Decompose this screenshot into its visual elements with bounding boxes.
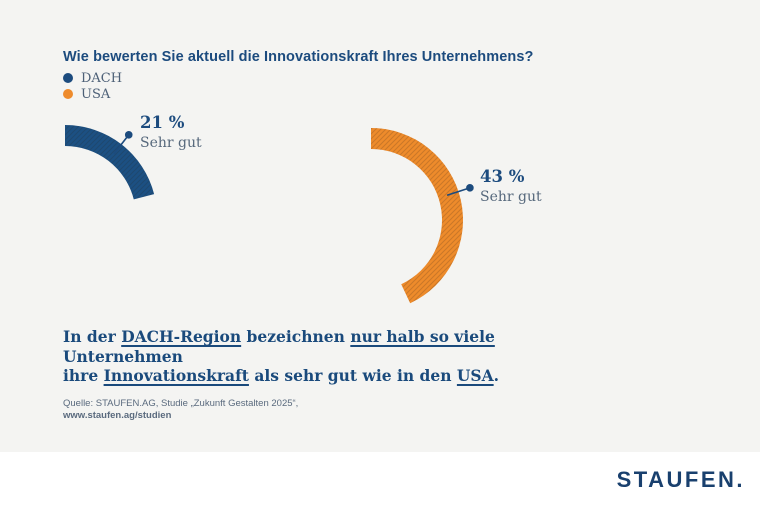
leader-line bbox=[446, 187, 470, 197]
statement-underlined-text: USA bbox=[456, 366, 494, 385]
legend-label-dach: DACH bbox=[81, 70, 123, 86]
leader-dot-icon bbox=[466, 184, 474, 192]
dach-percentage-value: 21 % bbox=[140, 113, 185, 132]
source-link[interactable]: www.staufen.ag/studien bbox=[63, 410, 172, 421]
leader-dot-icon bbox=[124, 131, 133, 139]
usa-percentage-caption: Sehr gut bbox=[480, 189, 542, 205]
usa-percentage-value: 43 % bbox=[480, 167, 525, 186]
statement-text: bezeichnen bbox=[241, 327, 351, 346]
staufen-logo: STAUFEN. bbox=[616, 466, 745, 492]
dach-percentage-caption: Sehr gut bbox=[140, 135, 202, 151]
dach-color-dot-icon bbox=[63, 73, 73, 83]
statement-text: als sehr gut wie in den bbox=[248, 366, 457, 385]
leader-line bbox=[113, 135, 129, 155]
legend-label-usa: USA bbox=[81, 86, 111, 102]
source-line: Quelle: STAUFEN.AG, Studie „Zukunft Gest… bbox=[63, 398, 299, 409]
legend-item-usa: USA bbox=[63, 86, 122, 102]
statement-text: In der bbox=[63, 327, 122, 346]
statement-underlined-text: nur halb so viele bbox=[350, 327, 495, 346]
chart-legend: DACH USA bbox=[63, 70, 122, 102]
callout-usa: 43 % Sehr gut bbox=[480, 167, 542, 205]
source-note: Quelle: STAUFEN.AG, Studie „Zukunft Gest… bbox=[63, 398, 298, 422]
statement-underlined-text: Innovationskraft bbox=[103, 366, 249, 385]
donut-segment-dach bbox=[65, 125, 155, 200]
statement-underlined-text: DACH-Region bbox=[121, 327, 242, 346]
page-title: Wie bewerten Sie aktuell die Innovations… bbox=[63, 49, 534, 65]
statement-text: . bbox=[493, 366, 500, 385]
footer-bar: STAUFEN. bbox=[0, 452, 760, 507]
legend-item-dach: DACH bbox=[63, 70, 122, 86]
usa-color-dot-icon bbox=[63, 89, 73, 99]
statement-text: ihre bbox=[63, 366, 104, 385]
callout-dach: 21 % Sehr gut bbox=[140, 113, 202, 151]
donut-segment-usa bbox=[371, 128, 464, 304]
key-statement: In der DACH-Region bezeichnen nur halb s… bbox=[63, 327, 603, 386]
statement-text: Unternehmen bbox=[63, 346, 183, 366]
